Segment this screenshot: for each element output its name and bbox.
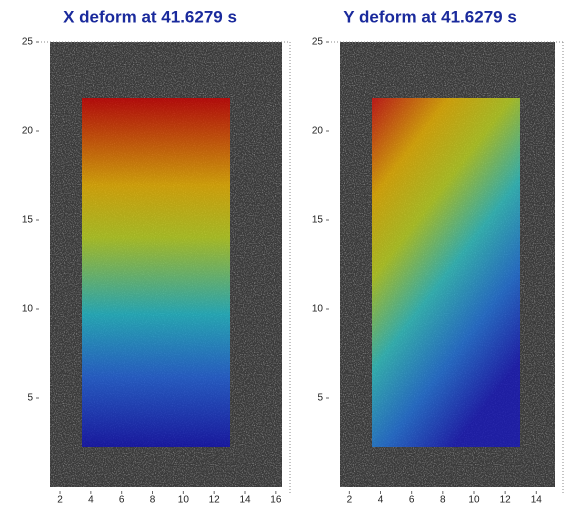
chart-title: X deform at 41.6279 s: [63, 7, 237, 26]
x-tick-label: 12: [500, 495, 512, 506]
x-tick-label: 8: [440, 495, 446, 506]
y-tick-label: 15: [22, 215, 34, 226]
y-tick-label: 10: [22, 304, 34, 315]
x-tick-label: 6: [119, 495, 125, 506]
y-tick-label: 20: [22, 126, 34, 137]
y-tick-label: 10: [312, 304, 324, 315]
y-tick-label: 25: [312, 37, 324, 48]
y-tick-label: 25: [22, 37, 34, 48]
x-tick-label: 2: [57, 495, 63, 506]
chart-title: Y deform at 41.6279 s: [343, 7, 517, 26]
x-tick-label: 6: [409, 495, 415, 506]
x-tick-label: 2: [347, 495, 353, 506]
x-tick-label: 14: [531, 495, 543, 506]
x-tick-label: 4: [88, 495, 94, 506]
x-tick-label: 10: [178, 495, 190, 506]
deformation-overlay: [82, 98, 230, 447]
x-tick-label: 8: [150, 495, 156, 506]
y-tick-label: 20: [312, 126, 324, 137]
y-tick-label: 5: [317, 393, 323, 404]
deformation-overlay: [372, 98, 520, 447]
x-tick-label: 14: [239, 495, 251, 506]
y-tick-label: 15: [312, 215, 324, 226]
x-tick-label: 4: [378, 495, 384, 506]
x-tick-label: 10: [468, 495, 480, 506]
x-tick-label: 12: [209, 495, 221, 506]
y-tick-label: 5: [27, 393, 33, 404]
x-tick-label: 16: [270, 495, 282, 506]
